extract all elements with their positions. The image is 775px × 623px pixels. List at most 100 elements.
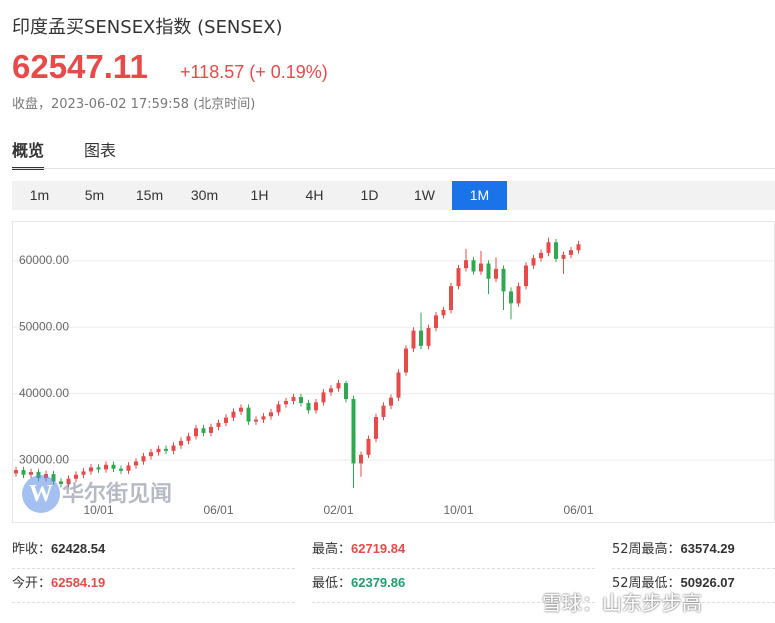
candle-body	[194, 428, 198, 437]
candle-body	[21, 470, 26, 475]
candle-body	[509, 291, 513, 304]
period-button[interactable]: 1D	[360, 187, 379, 203]
candle-body	[179, 440, 183, 446]
candle-body	[479, 263, 483, 272]
candle-body	[171, 445, 176, 451]
candle-body	[539, 252, 543, 259]
candle-body	[164, 448, 168, 451]
x-tick-label: 06/01	[563, 503, 593, 517]
candle-body	[441, 310, 446, 316]
candle-body	[546, 242, 551, 253]
candle-body	[411, 330, 416, 349]
period-button[interactable]: 1W	[414, 187, 435, 203]
stat: 今开：62584.19	[12, 572, 295, 603]
stat-value: 50926.07	[680, 575, 735, 590]
candle-body	[276, 404, 281, 413]
candle-body	[89, 467, 93, 472]
stat-value: 62379.86	[351, 575, 406, 590]
candle-body	[486, 263, 491, 279]
y-tick-label: 30000.00	[19, 452, 69, 466]
index-title: 印度孟买SENSEX指数 (SENSEX)	[12, 17, 283, 38]
period-button[interactable]: 4H	[305, 187, 324, 203]
candle-body	[576, 244, 581, 251]
candle-body	[419, 330, 423, 346]
candle-body	[141, 456, 146, 462]
stat-value: 62719.84	[351, 541, 406, 556]
candle-body	[186, 436, 191, 441]
candle-body	[96, 467, 101, 470]
candle-body	[516, 286, 521, 304]
candle-body	[554, 242, 558, 259]
candle-body	[291, 397, 296, 402]
period-button[interactable]: 1M	[452, 181, 507, 210]
stat: 52周最低：50926.07	[612, 572, 775, 603]
y-tick-label: 60000.00	[19, 253, 69, 267]
stat: 最低：62379.86	[312, 572, 595, 603]
candle-body	[209, 426, 213, 433]
candle-body	[149, 452, 153, 457]
candle-body	[381, 405, 386, 417]
candle-body	[51, 474, 56, 482]
period-button[interactable]: 1m	[29, 187, 50, 203]
candle-body	[59, 481, 63, 485]
candle-body	[434, 315, 438, 328]
candle-body	[239, 407, 243, 412]
candle-body	[66, 478, 71, 485]
candle-body	[111, 464, 116, 469]
candle-body	[269, 412, 273, 417]
stat-value: 62584.19	[51, 575, 106, 590]
candle-body	[359, 454, 363, 464]
candle-body	[321, 392, 326, 403]
price: 62547.11	[12, 48, 148, 85]
period-button[interactable]: 15m	[135, 187, 164, 203]
period-button[interactable]: 30m	[190, 187, 219, 203]
period-button[interactable]: 1H	[250, 187, 269, 203]
candle-body	[366, 438, 371, 455]
candle-body	[471, 260, 476, 272]
candle-body	[494, 268, 498, 279]
stat-value: 62428.54	[51, 541, 106, 556]
tab[interactable]: 概览	[12, 137, 45, 170]
stat: 昨收：62428.54	[12, 538, 295, 569]
candle-body	[389, 397, 393, 406]
candle-body	[374, 416, 378, 439]
candle-body	[396, 372, 401, 398]
watermark: 雪球：山东步步高	[542, 591, 702, 615]
x-tick-label: 10/01	[83, 503, 113, 517]
candle-body	[299, 397, 303, 404]
candle-body	[231, 411, 236, 418]
x-tick-label: 10/01	[443, 503, 473, 517]
candle-body	[426, 327, 431, 346]
watermark: 华尔街见闻	[62, 481, 173, 507]
candle-body	[329, 388, 333, 393]
stat-value: 63574.29	[680, 541, 735, 556]
candle-body	[284, 401, 288, 405]
candle-body	[216, 422, 221, 427]
stat-label: 最低：	[312, 576, 352, 591]
candle-body	[201, 428, 206, 433]
stat: 最高：62719.84	[312, 538, 595, 569]
stat: 52周最高：63574.29	[612, 538, 775, 569]
period-bar: 1m 5m 15m 30m 1H 4H 1D 1W 1M	[12, 181, 775, 210]
tab[interactable]: 图表	[84, 141, 117, 160]
candle-body	[119, 468, 123, 471]
stat-label: 今开：	[12, 576, 52, 591]
candle-body	[501, 268, 506, 292]
y-tick-label: 50000.00	[19, 319, 69, 333]
stat-label: 52周最低：	[612, 576, 681, 591]
candle-body	[569, 250, 573, 255]
candle-body	[134, 461, 138, 466]
stat-label: 52周最高：	[612, 542, 681, 557]
period-button[interactable]: 5m	[84, 187, 105, 203]
candle-body	[561, 254, 566, 259]
candle-body	[156, 448, 161, 453]
candle-body	[351, 399, 356, 464]
divider	[12, 168, 775, 169]
chart: 30000.00 40000.00 50000.00 60000.00 10/01 06/…	[13, 237, 774, 517]
candle-body	[224, 417, 228, 423]
x-tick-label: 06/01	[203, 503, 233, 517]
watermark-logo: W	[22, 475, 60, 513]
candle-body	[344, 383, 348, 400]
candle-body	[14, 470, 18, 474]
